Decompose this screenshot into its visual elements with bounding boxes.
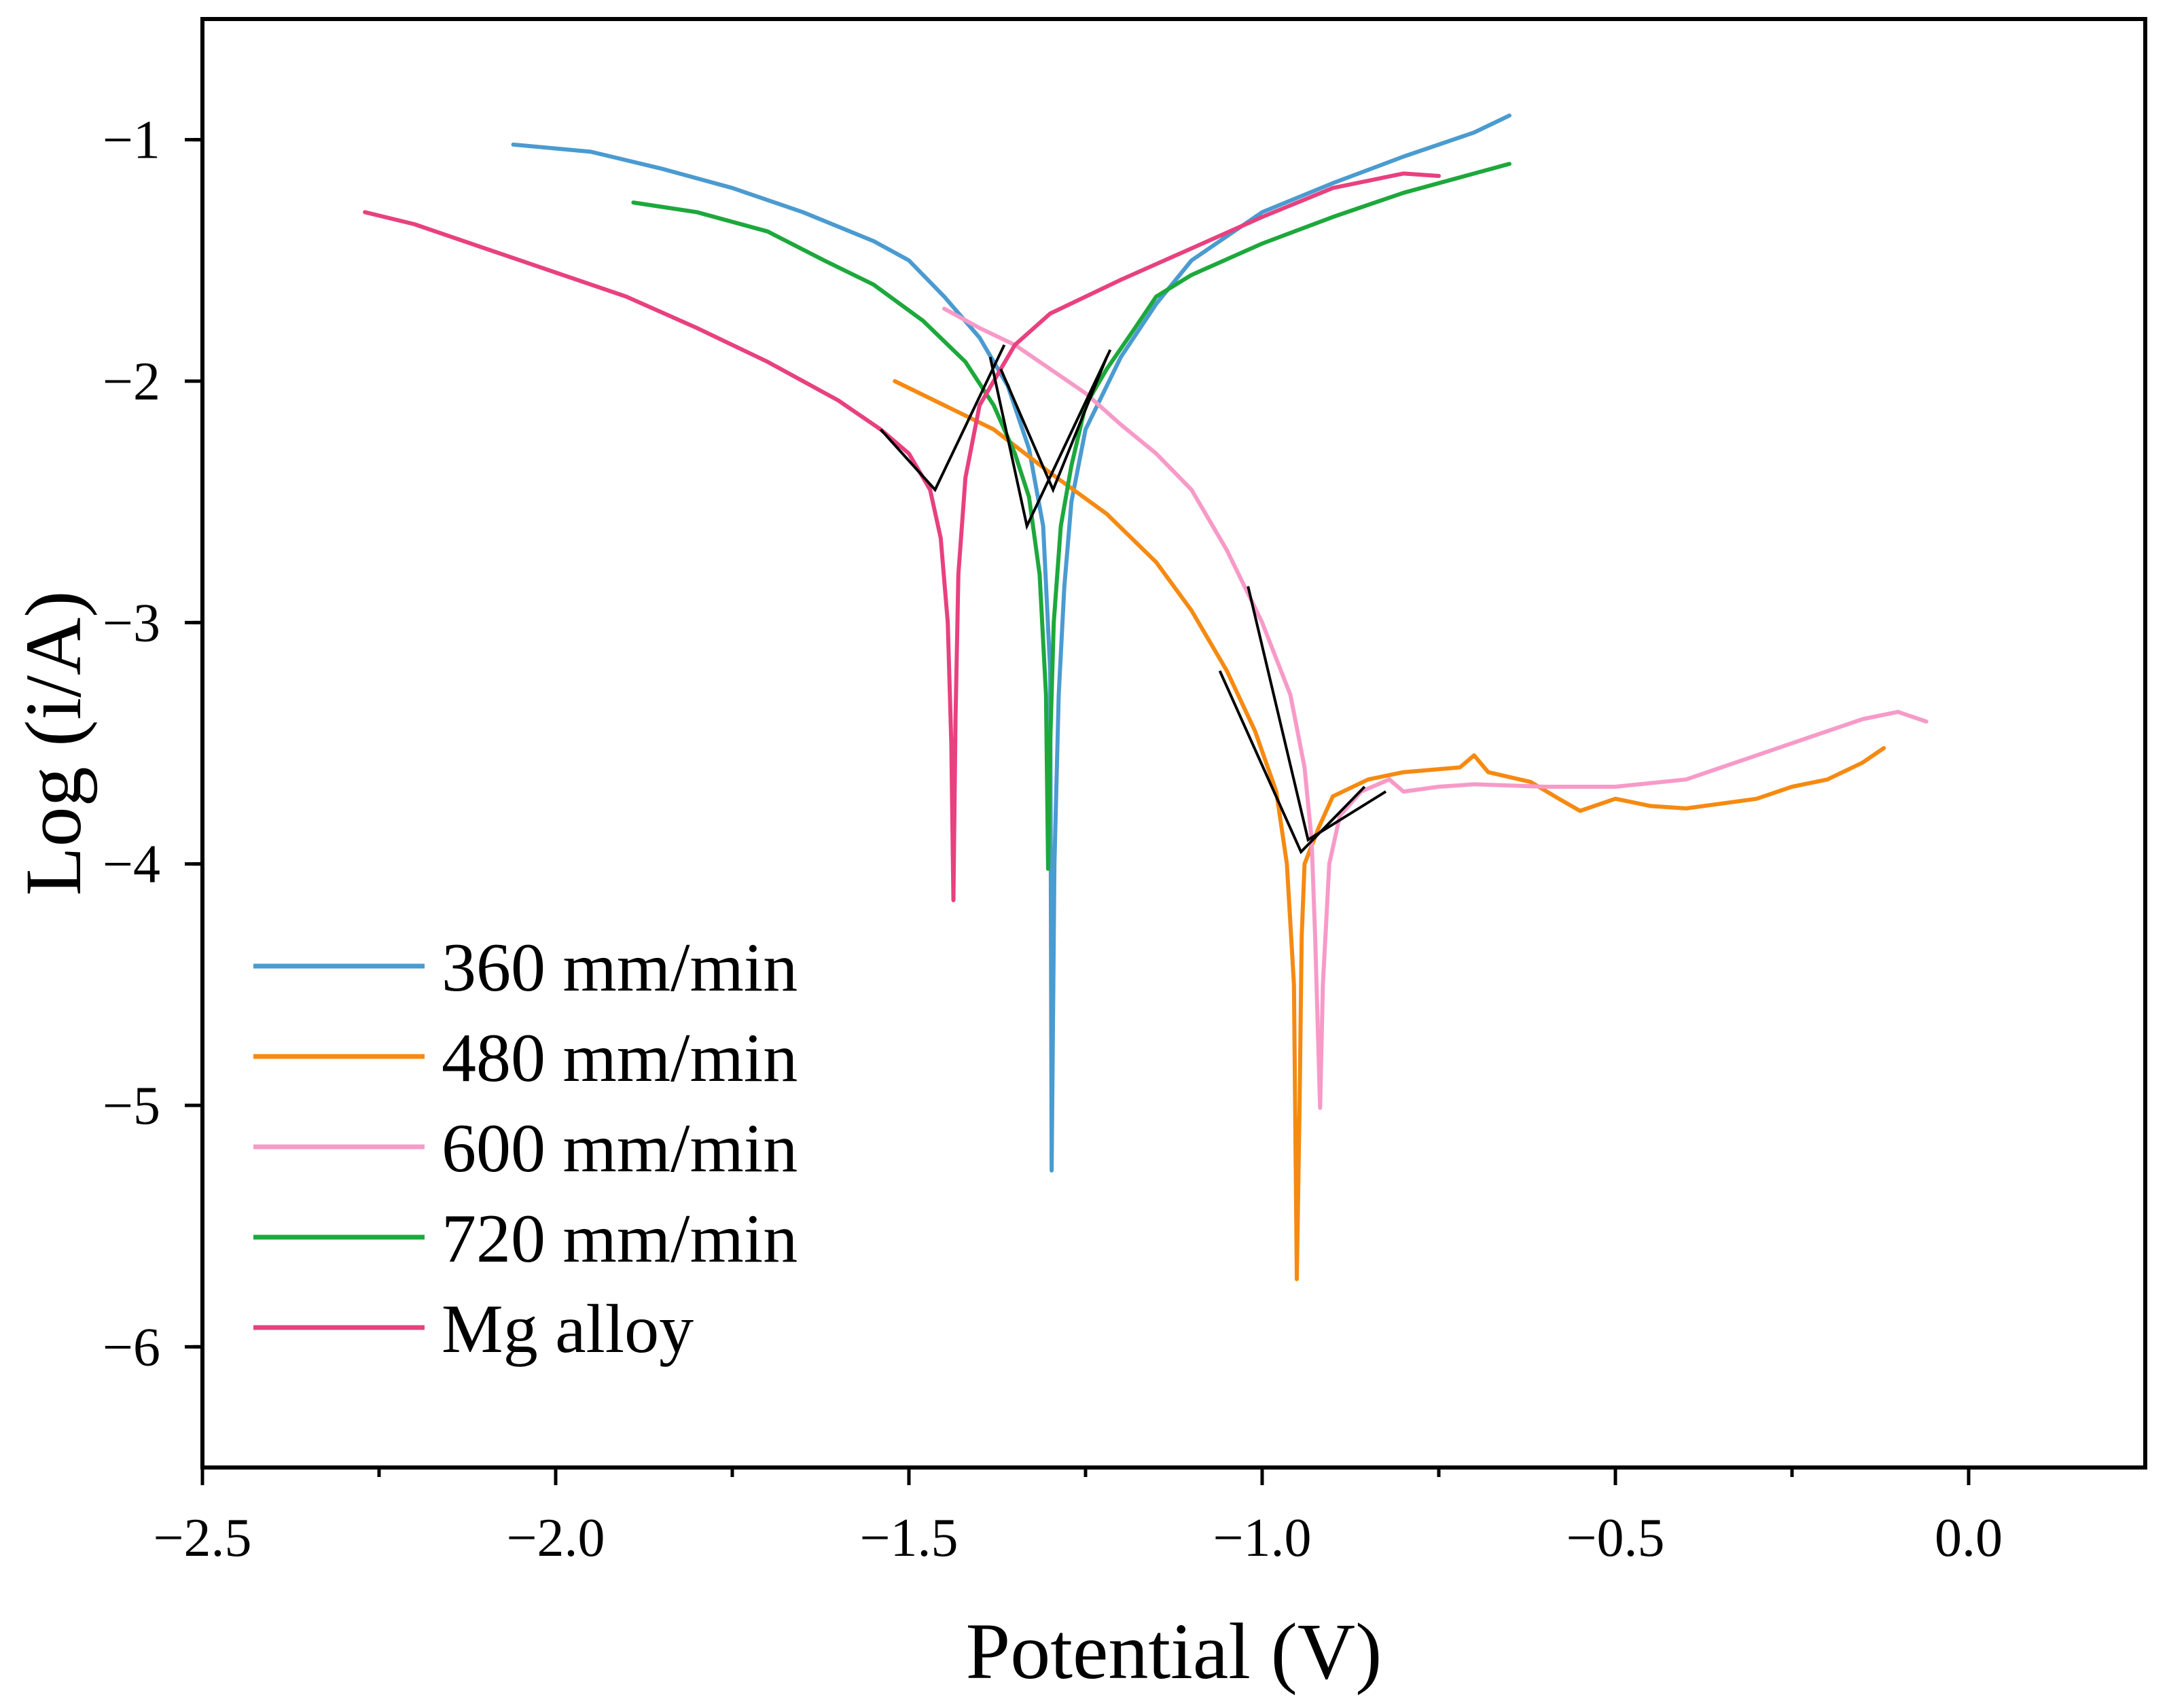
x-tick-label: −2.0 xyxy=(506,1508,605,1568)
series-line-mg-alloy xyxy=(363,171,1441,902)
legend: 360 mm/min 480 mm/min 600 mm/min 720 mm/min… xyxy=(253,929,798,1368)
x-tick-label: −1.5 xyxy=(859,1508,958,1568)
tafel-fit-layer xyxy=(879,344,1387,855)
y-tick-label: −6 xyxy=(103,1317,160,1377)
series-layer xyxy=(363,113,1929,1281)
legend-label-720-mm-min: 720 mm/min xyxy=(442,1200,798,1277)
tafel-fit-line-4 xyxy=(1247,586,1387,842)
y-tick-label: −2 xyxy=(103,352,160,412)
tafel-fit-line-1 xyxy=(879,344,1006,493)
series-line-600-mm-min xyxy=(942,306,1929,1110)
y-axis-label: Log (i/A) xyxy=(9,591,98,896)
y-tick-label: −3 xyxy=(103,593,160,653)
legend-label-480-mm-min: 480 mm/min xyxy=(442,1020,798,1097)
legend-label-600-mm-min: 600 mm/min xyxy=(442,1110,798,1187)
x-tick-label: −1.0 xyxy=(1213,1508,1311,1568)
tafel-fit-line-3 xyxy=(999,356,1109,494)
y-tick-label: −4 xyxy=(103,835,160,895)
series-line-480-mm-min xyxy=(893,379,1886,1281)
x-axis-label: Potential (V) xyxy=(966,1607,1382,1696)
x-tick-label: −2.5 xyxy=(153,1508,251,1568)
x-tick-label: −0.5 xyxy=(1566,1508,1664,1568)
tick-layer: −2.5 −2.0 −1.5 −1.0 −0.5 0.0 −1 −2 −3 −4 −5 −6 xyxy=(103,111,2003,1568)
plot-frame xyxy=(200,17,2147,1470)
y-tick-label: −1 xyxy=(103,111,160,171)
tafel-fit-line-5 xyxy=(1218,670,1366,855)
legend-label-360-mm-min: 360 mm/min xyxy=(442,929,798,1006)
series-line-720-mm-min xyxy=(631,162,1511,871)
x-tick-label: 0.0 xyxy=(1935,1508,2003,1568)
tafel-fit-line-2 xyxy=(988,349,1112,531)
legend-label-mg-alloy: Mg alloy xyxy=(442,1291,694,1368)
y-tick-label: −5 xyxy=(103,1076,160,1136)
